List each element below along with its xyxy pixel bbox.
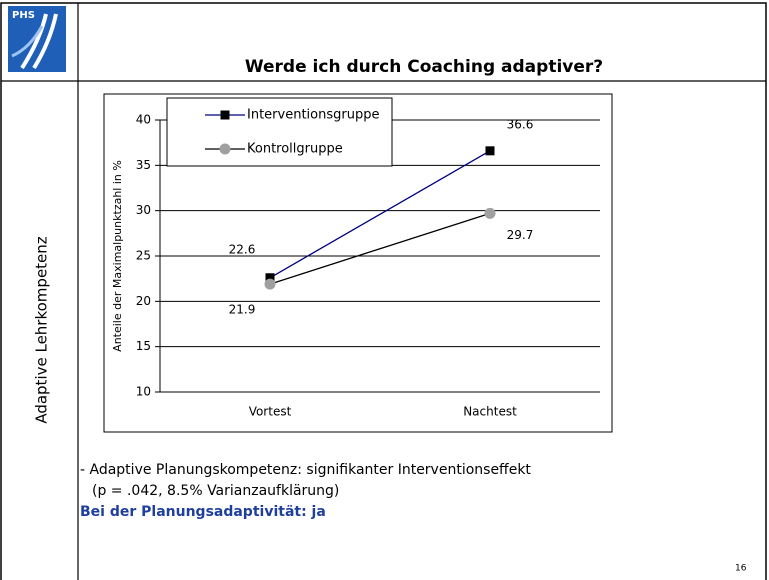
conclusion: Bei der Planungsadaptivität: ja bbox=[80, 504, 326, 520]
data-label: 36.6 bbox=[507, 117, 534, 131]
data-point bbox=[265, 273, 275, 283]
data-point bbox=[485, 146, 495, 156]
note-line: - Adaptive Planungskompetenz: signifikan… bbox=[80, 462, 531, 478]
series-line bbox=[269, 212, 491, 285]
y-tick-label: 35 bbox=[136, 158, 151, 172]
legend-label: Interventionsgruppe bbox=[247, 108, 379, 123]
side-label: Adaptive Lehrkompetenz bbox=[33, 236, 51, 423]
y-axis-label: Anteile der Maximalpunktzahl in % bbox=[111, 160, 124, 352]
logo-swoosh bbox=[32, 13, 58, 70]
note-line: (p = .042, 8.5% Varianzaufklärung) bbox=[92, 483, 339, 499]
data-point bbox=[484, 207, 496, 219]
y-tick-label: 20 bbox=[136, 294, 151, 308]
legend-marker bbox=[220, 110, 230, 120]
data-label: 21.9 bbox=[229, 303, 256, 317]
series-line bbox=[269, 150, 491, 279]
logo-swoosh bbox=[11, 25, 44, 58]
legend-box bbox=[166, 97, 393, 167]
legend-label: Kontrollgruppe bbox=[247, 142, 343, 157]
x-tick-label: Vortest bbox=[249, 405, 292, 419]
y-tick-label: 15 bbox=[136, 339, 151, 353]
slide-title: Werde ich durch Coaching adaptiver? bbox=[245, 57, 603, 77]
y-tick-label: 30 bbox=[136, 203, 151, 217]
logo-text: PHS bbox=[12, 10, 35, 21]
page-number: 16 bbox=[735, 564, 747, 574]
legend-marker bbox=[219, 143, 231, 155]
y-tick-label: 40 bbox=[136, 113, 151, 127]
data-label: 22.6 bbox=[229, 242, 256, 256]
y-tick-label: 25 bbox=[136, 249, 151, 263]
y-tick-label: 10 bbox=[136, 385, 151, 399]
x-tick-label: Nachtest bbox=[463, 405, 517, 419]
data-point bbox=[264, 278, 276, 290]
logo: PHS bbox=[8, 6, 66, 72]
logo-swoosh bbox=[20, 13, 48, 70]
data-label: 29.7 bbox=[507, 228, 534, 242]
